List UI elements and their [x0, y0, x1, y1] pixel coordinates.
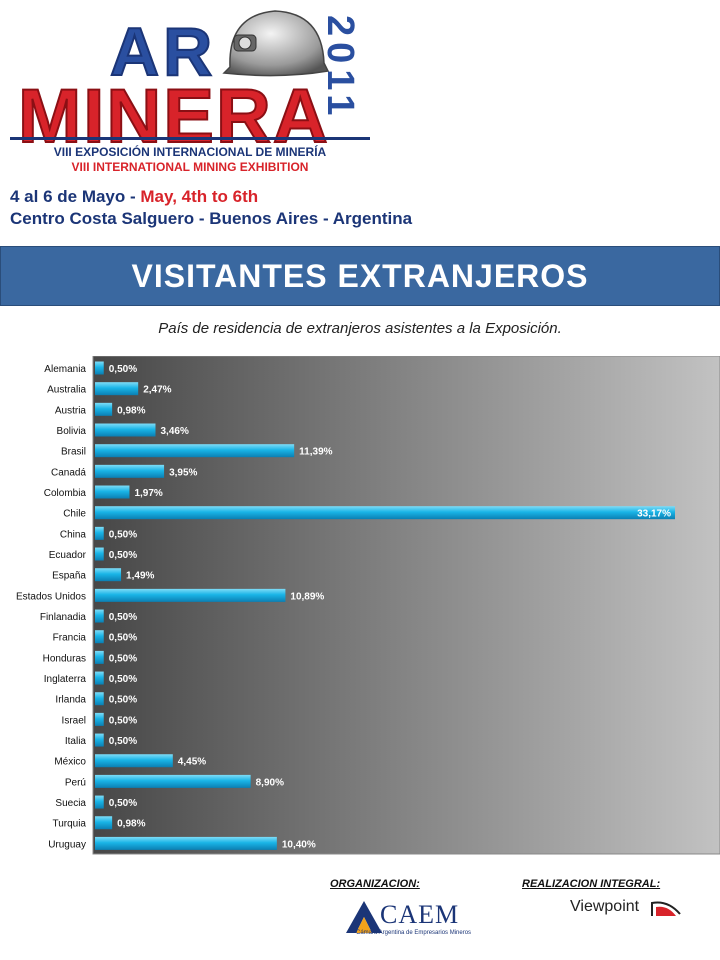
bar [95, 733, 104, 747]
bar [95, 547, 104, 561]
bar [95, 568, 122, 582]
category-label: Bolivia [57, 426, 87, 437]
value-label: 10,40% [282, 839, 316, 850]
value-label: 1,97% [134, 488, 162, 499]
bar [95, 361, 104, 375]
dates-es: 4 al 6 de Mayo - [10, 187, 141, 206]
value-label: 3,46% [161, 426, 189, 437]
production-label: REALIZACION INTEGRAL: [522, 878, 661, 890]
bar [95, 609, 104, 623]
category-label: Ecuador [49, 550, 87, 561]
bar [95, 795, 104, 809]
value-label: 0,50% [109, 736, 137, 747]
exhibition-title-en: VIII INTERNATIONAL MINING EXHIBITION [71, 160, 309, 174]
category-label: Inglaterra [44, 674, 87, 685]
category-label: Canadá [51, 467, 86, 478]
value-label: 0,98% [117, 819, 145, 830]
category-label: Alemania [44, 364, 86, 375]
value-label: 2,47% [143, 385, 171, 396]
category-label: Australia [47, 385, 86, 396]
title-banner: VISITANTES EXTRANJEROS [0, 246, 720, 306]
value-label: 0,50% [109, 695, 137, 706]
category-label: Israel [62, 715, 86, 726]
value-label: 0,50% [109, 715, 137, 726]
bar [95, 712, 104, 726]
caem-name: CAEM [380, 900, 460, 929]
value-label: 0,50% [109, 612, 137, 623]
bar [95, 754, 173, 768]
category-label: Uruguay [48, 839, 86, 850]
logo-year: 2011 [319, 15, 361, 122]
caem-tagline: Cámara Argentina de Empresarios Mineros [356, 930, 472, 936]
chart-subtitle: País de residencia de extranjeros asiste… [158, 320, 562, 337]
dates-en: May, 4th to 6th [140, 187, 259, 206]
organization-label: ORGANIZACION: [330, 878, 420, 890]
value-label: 0,50% [109, 633, 137, 644]
category-label: Brasil [61, 447, 86, 458]
bar [95, 485, 130, 499]
logo-divider [10, 137, 370, 140]
value-label: 33,17% [637, 509, 671, 520]
bar [95, 506, 675, 520]
value-label: 10,89% [290, 591, 324, 602]
value-label: 1,49% [126, 571, 154, 582]
event-dates: 4 al 6 de Mayo - May, 4th to 6th [10, 187, 258, 207]
logo-minera: MINERA [17, 73, 330, 160]
bar [95, 650, 104, 664]
bar [95, 526, 104, 540]
category-label: Irlanda [55, 695, 86, 706]
category-label: Italia [65, 736, 87, 747]
value-label: 4,45% [178, 757, 206, 768]
bar [95, 382, 139, 396]
banner-title: VISITANTES EXTRANJEROS [131, 257, 589, 294]
value-label: 0,50% [109, 529, 137, 540]
plot-area [92, 356, 720, 855]
bar [95, 423, 156, 437]
category-label: Turquia [52, 819, 86, 830]
caem-logo-icon [346, 901, 382, 933]
category-label: Honduras [43, 653, 86, 664]
category-label: China [60, 529, 87, 540]
bar [95, 836, 277, 850]
bar [95, 464, 165, 478]
value-label: 3,95% [169, 467, 197, 478]
bar [95, 692, 104, 706]
category-label: Suecia [55, 798, 86, 809]
category-label: Francia [53, 633, 87, 644]
bar [95, 671, 104, 685]
value-label: 0,98% [117, 405, 145, 416]
event-venue: Centro Costa Salguero - Buenos Aires - A… [10, 209, 413, 228]
value-label: 11,39% [299, 447, 332, 458]
logo-ar: AR [109, 13, 217, 91]
bar [95, 816, 113, 830]
value-label: 0,50% [109, 364, 137, 375]
bar [95, 630, 104, 644]
category-label: Perú [65, 777, 86, 788]
bar [95, 444, 295, 458]
value-label: 0,50% [109, 653, 137, 664]
value-label: 0,50% [109, 550, 137, 561]
bar [95, 588, 286, 602]
value-label: 8,90% [256, 777, 284, 788]
value-label: 0,50% [109, 798, 137, 809]
bar [95, 402, 113, 416]
visitors-bar-chart: Alemania 0,50% Australia 2,47% Austria 0,98% B… [16, 356, 720, 855]
miner-helmet-icon [222, 10, 330, 77]
exhibition-title-es: VIII EXPOSICIÓN INTERNACIONAL DE MINERÍA [53, 145, 327, 159]
viewpoint-name: Viewpoint [570, 898, 640, 915]
category-label: Colombia [44, 488, 87, 499]
bar [95, 774, 251, 788]
ar-minera-logo: AR 2011 MINERA VIII EXPOSICIÓN INTERNACI… [10, 5, 412, 235]
category-label: España [52, 571, 86, 582]
category-label: Austria [55, 405, 87, 416]
category-label: Chile [63, 509, 86, 520]
category-label: Estados Unidos [16, 591, 86, 602]
category-label: México [54, 757, 86, 768]
viewpoint-logo-icon [651, 901, 681, 916]
category-label: Finlanadia [40, 612, 87, 623]
value-label: 0,50% [109, 674, 137, 685]
